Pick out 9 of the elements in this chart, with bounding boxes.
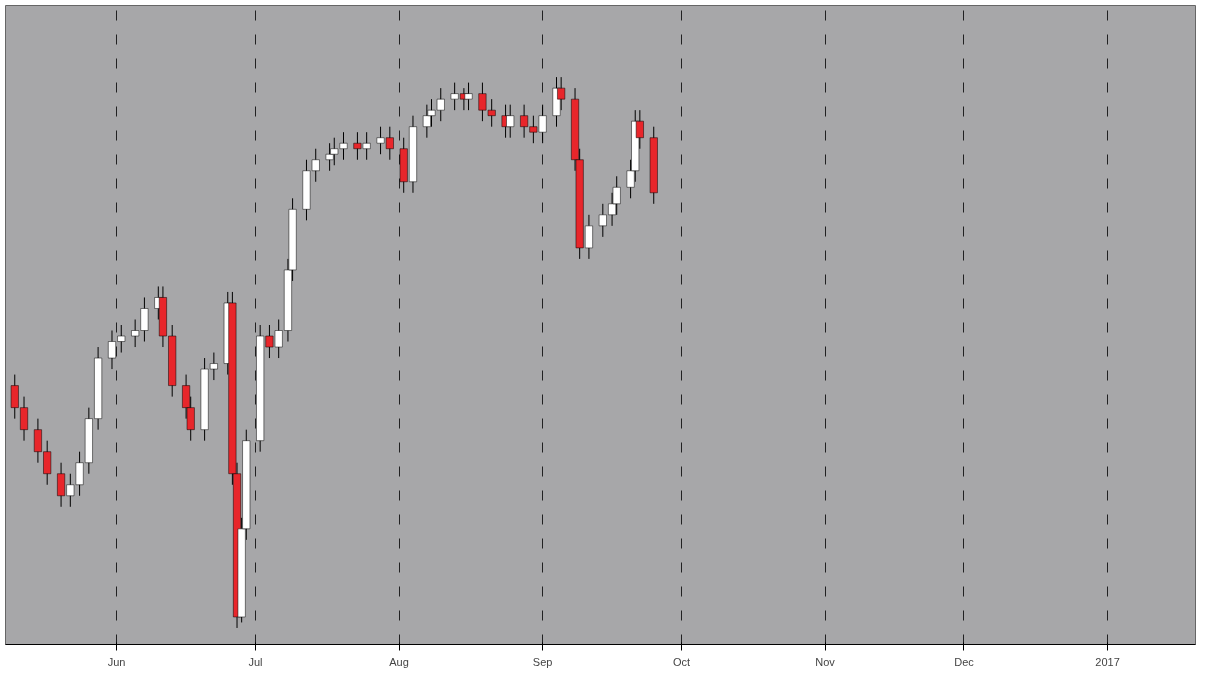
x-tick-label: Dec: [954, 655, 975, 668]
x-tick-label: 2017: [1095, 655, 1120, 668]
x-tick-label: Oct: [672, 655, 691, 668]
x-tick-label: Jul: [248, 655, 263, 668]
x-tick-label: Nov: [815, 655, 836, 668]
candlestick: [464, 82, 473, 111]
x-tick-label: Jun: [107, 655, 126, 668]
x-tick-label: Sep: [532, 655, 553, 668]
x-tick-label: Aug: [389, 655, 409, 668]
